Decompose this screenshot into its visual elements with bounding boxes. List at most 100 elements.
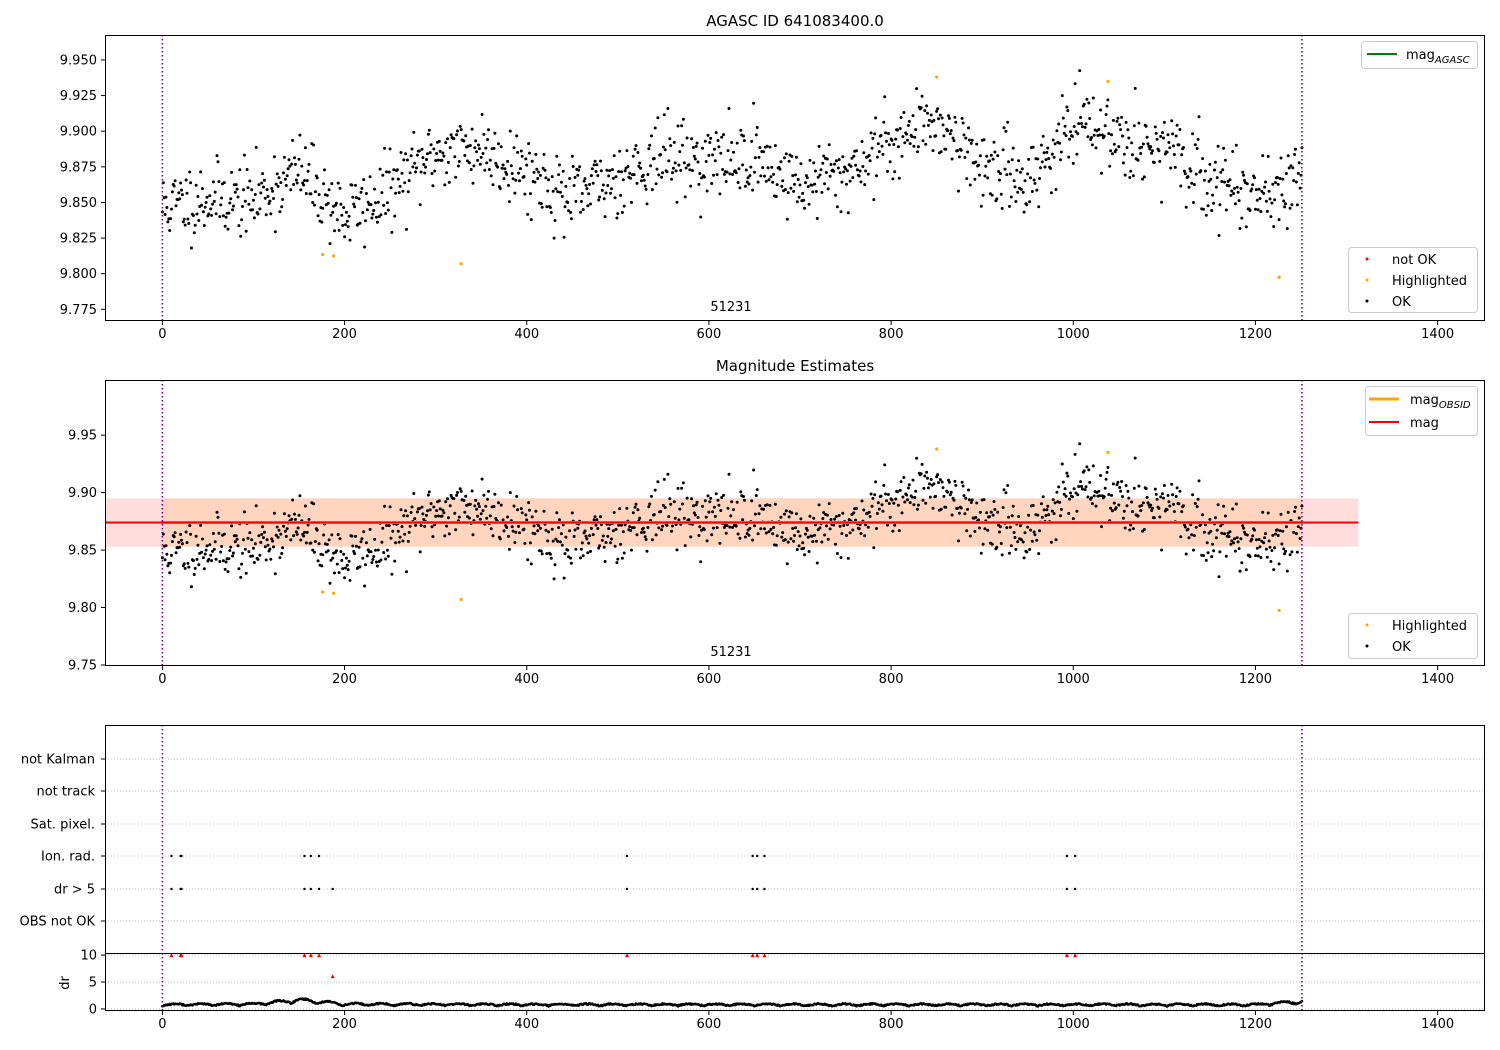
ok-point bbox=[574, 547, 578, 551]
ok-point bbox=[1126, 489, 1130, 493]
ok-point bbox=[1125, 146, 1129, 150]
ok-point bbox=[1213, 516, 1217, 520]
ok-point bbox=[216, 160, 220, 164]
ok-point bbox=[682, 161, 686, 165]
ok-point bbox=[1026, 172, 1030, 176]
ok-point bbox=[839, 556, 843, 560]
ok-point bbox=[1055, 129, 1059, 133]
ok-point bbox=[538, 526, 542, 530]
ok-point bbox=[1038, 177, 1042, 180]
ok-point bbox=[534, 509, 538, 513]
ok-point bbox=[542, 152, 546, 156]
ok-point bbox=[165, 552, 169, 556]
ok-point bbox=[475, 507, 479, 511]
ok-point bbox=[231, 554, 234, 558]
ok-point bbox=[877, 150, 881, 154]
ok-point bbox=[884, 492, 888, 496]
ok-point bbox=[732, 150, 735, 154]
highlighted-marker-icon bbox=[1365, 623, 1369, 627]
x-tick-label: 800 bbox=[879, 1017, 904, 1032]
ok-point bbox=[680, 124, 684, 128]
ok-point bbox=[1179, 535, 1183, 539]
ok-point bbox=[899, 480, 903, 484]
ok-point bbox=[811, 540, 815, 544]
ok-point bbox=[893, 170, 897, 174]
ok-point bbox=[794, 173, 797, 177]
ok-point bbox=[767, 530, 771, 534]
ok-point bbox=[570, 154, 574, 158]
ok-point bbox=[307, 517, 311, 521]
ok-point bbox=[1028, 200, 1032, 204]
ok-point bbox=[941, 486, 945, 490]
ok-point bbox=[1049, 166, 1052, 170]
ok-point bbox=[897, 176, 901, 180]
ok-point bbox=[510, 172, 514, 175]
ok-point bbox=[527, 501, 531, 505]
ok-point bbox=[1187, 536, 1191, 540]
ok-point bbox=[403, 532, 407, 536]
ok-point bbox=[568, 529, 572, 533]
ok-point bbox=[710, 533, 714, 537]
ok-point bbox=[914, 489, 918, 493]
ok-point bbox=[539, 202, 543, 206]
ok-point bbox=[256, 557, 260, 561]
ok-point bbox=[1103, 486, 1107, 490]
ok-point bbox=[1162, 120, 1166, 124]
ok-point bbox=[579, 200, 583, 203]
ok-point bbox=[224, 560, 228, 564]
ok-point bbox=[990, 542, 994, 546]
ok-point bbox=[386, 208, 390, 212]
ok-point bbox=[1296, 171, 1300, 175]
ok-point bbox=[1282, 199, 1286, 203]
ok-point bbox=[1254, 188, 1258, 192]
ok-point bbox=[653, 126, 657, 130]
ok-point bbox=[1283, 552, 1287, 556]
panel2-line-legend: magOBSID mag bbox=[1365, 386, 1478, 436]
ok-point bbox=[628, 171, 632, 175]
x-tick-label: 1200 bbox=[1239, 672, 1272, 687]
ok-point bbox=[854, 163, 858, 167]
ok-point bbox=[908, 501, 912, 505]
ok-point bbox=[317, 193, 321, 197]
ok-point bbox=[661, 145, 665, 149]
ok-point bbox=[1038, 529, 1042, 533]
ok-point bbox=[241, 205, 244, 208]
ok-point bbox=[1197, 479, 1201, 483]
ok-point bbox=[1051, 498, 1055, 502]
flag-label: Ion. rad. bbox=[41, 850, 95, 865]
ok-point bbox=[926, 111, 929, 115]
ok-marker-icon bbox=[1365, 299, 1369, 303]
ok-point bbox=[983, 527, 987, 531]
ok-point bbox=[1165, 150, 1169, 154]
ok-point bbox=[1274, 532, 1277, 536]
ok-point bbox=[787, 159, 791, 163]
ok-point bbox=[896, 145, 900, 149]
ok-point bbox=[1219, 170, 1223, 174]
ok-point bbox=[545, 552, 549, 556]
ok-point bbox=[622, 204, 626, 208]
dr-over-limit-marker bbox=[179, 953, 184, 958]
ok-point bbox=[751, 538, 755, 542]
ok-point bbox=[201, 556, 205, 560]
ok-point bbox=[511, 529, 515, 533]
ok-point bbox=[529, 218, 533, 222]
ok-point bbox=[631, 511, 635, 515]
ok-point bbox=[588, 183, 592, 186]
ok-point bbox=[1123, 173, 1127, 177]
ok-point bbox=[1231, 507, 1235, 511]
ok-point bbox=[529, 562, 533, 566]
ok-point bbox=[179, 181, 183, 185]
ok-point bbox=[916, 145, 920, 149]
ok-point bbox=[1140, 145, 1144, 149]
ok-point bbox=[168, 571, 172, 575]
ok-point bbox=[1248, 209, 1252, 212]
ok-point bbox=[254, 145, 258, 149]
ok-point bbox=[617, 170, 621, 174]
ok-point bbox=[200, 550, 204, 554]
ok-point bbox=[825, 157, 829, 161]
ok-point bbox=[491, 534, 495, 538]
ok-point bbox=[1085, 97, 1089, 101]
ok-point bbox=[827, 143, 831, 147]
ok-point bbox=[1167, 500, 1171, 504]
ok-point bbox=[376, 200, 380, 204]
